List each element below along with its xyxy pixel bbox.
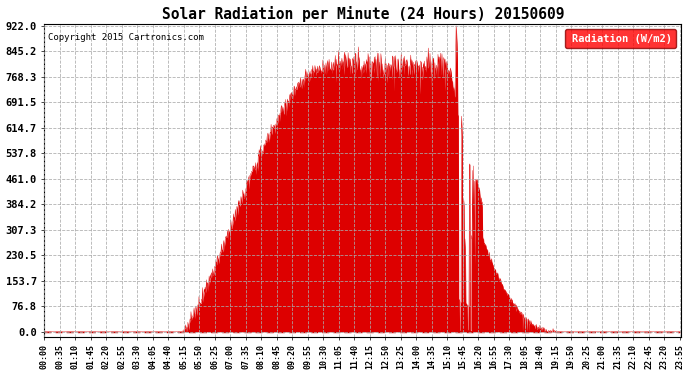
Title: Solar Radiation per Minute (24 Hours) 20150609: Solar Radiation per Minute (24 Hours) 20…: [161, 6, 564, 21]
Legend: Radiation (W/m2): Radiation (W/m2): [564, 29, 676, 48]
Text: Copyright 2015 Cartronics.com: Copyright 2015 Cartronics.com: [48, 33, 204, 42]
